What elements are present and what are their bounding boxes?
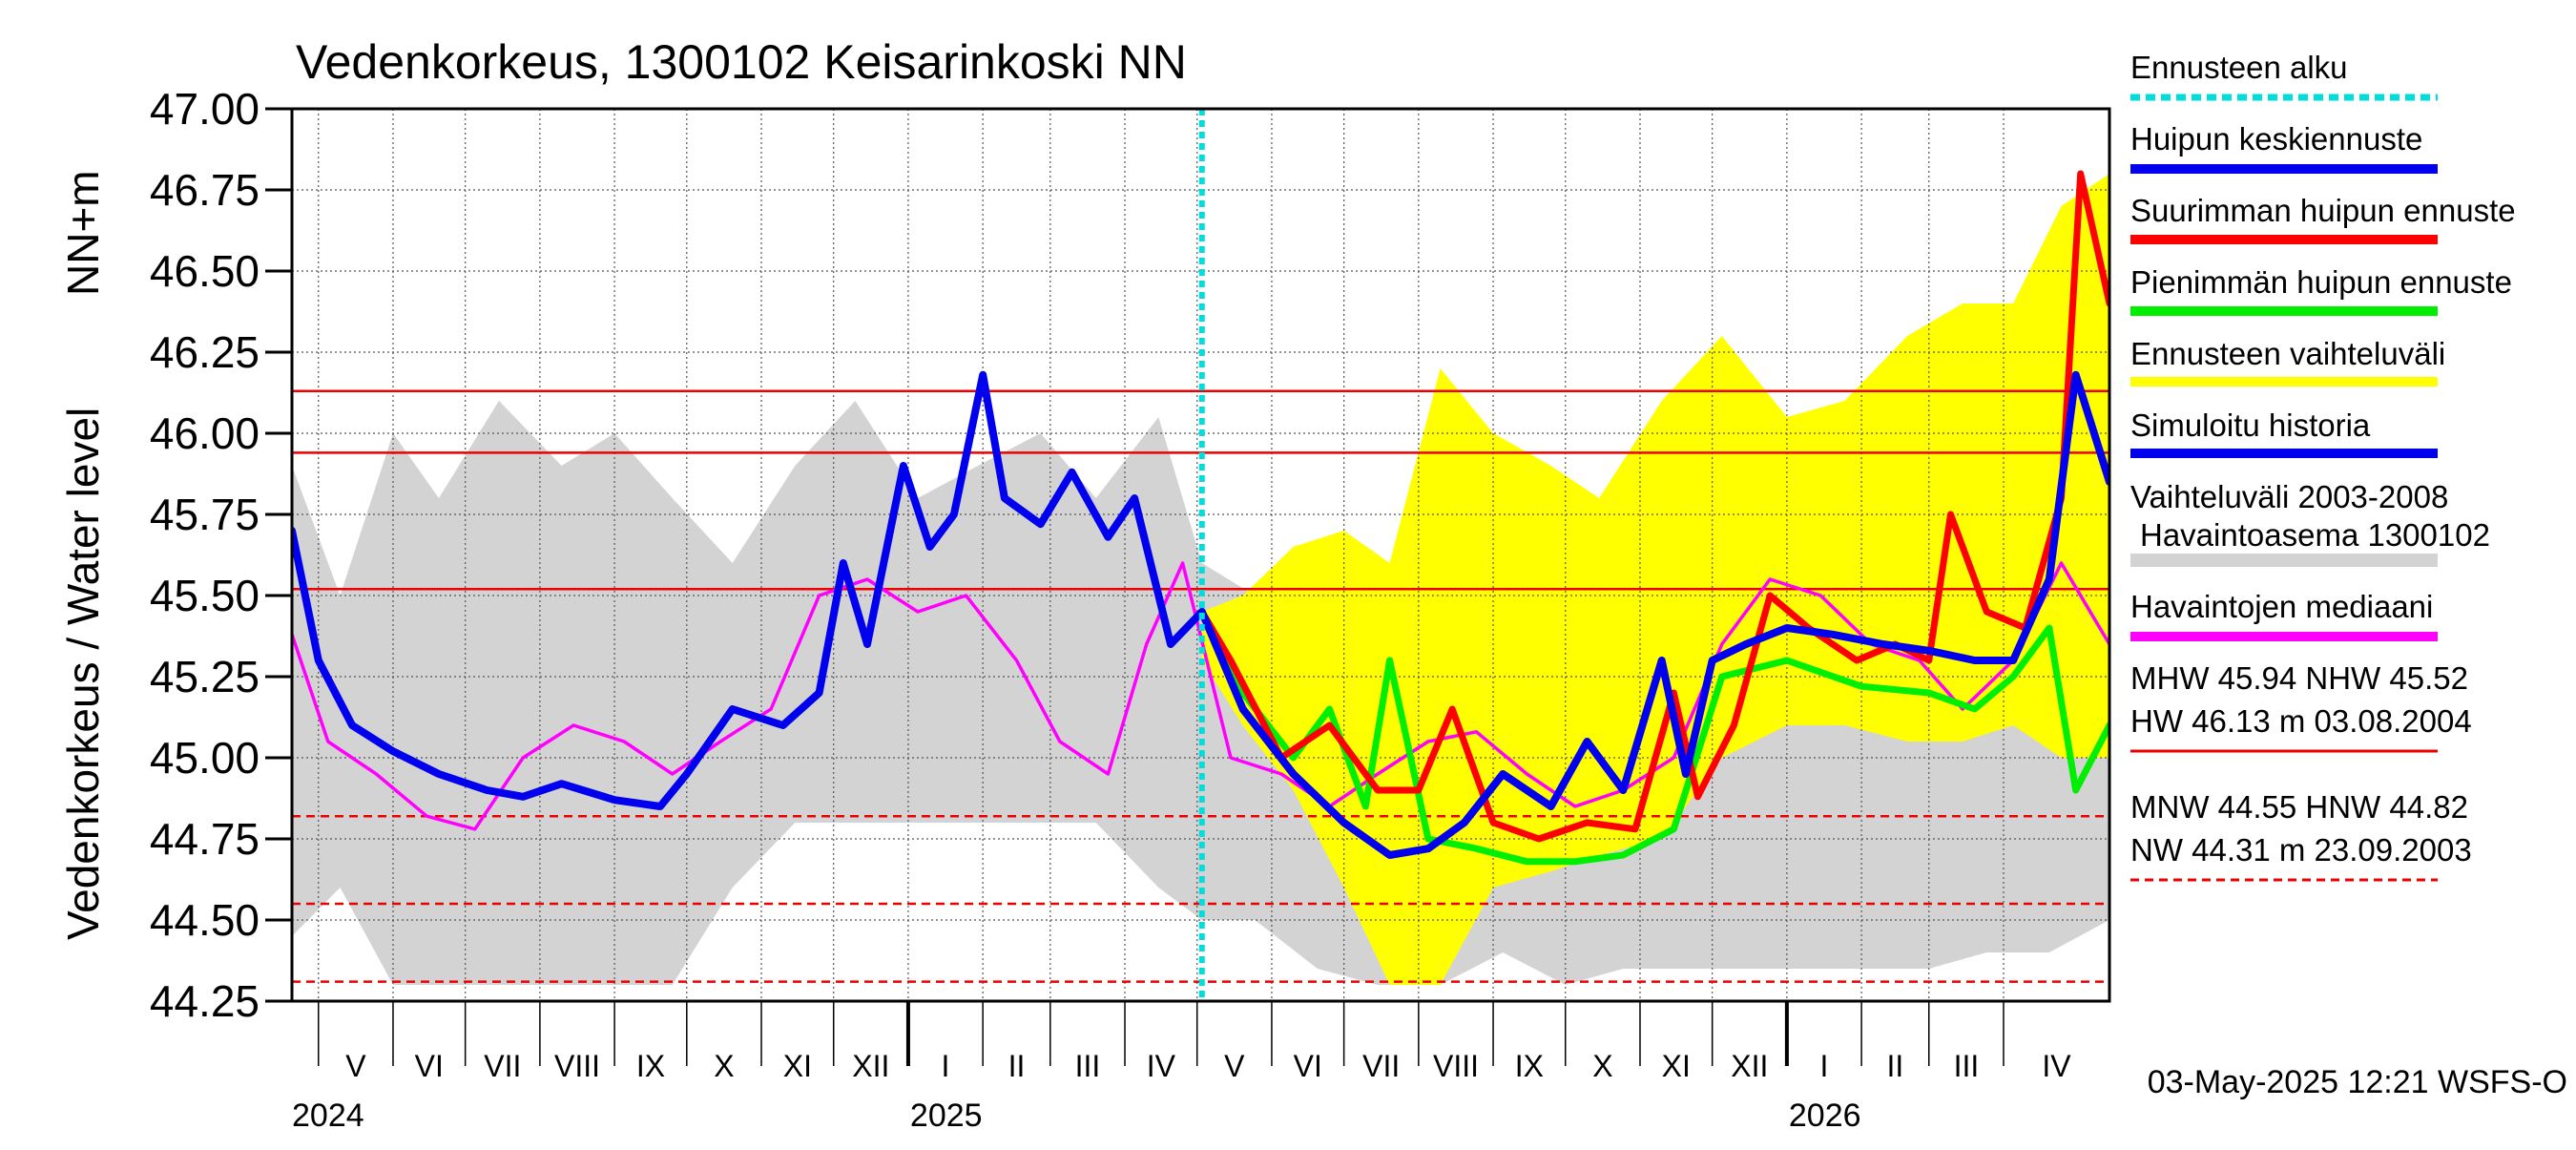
x-year-label-0: 2024 bbox=[292, 1098, 364, 1134]
y-tick-label-2: 46.50 bbox=[150, 246, 260, 296]
series-line-4 bbox=[1197, 370, 2109, 859]
stat-text-1: HW 46.13 m 03.08.2004 bbox=[2130, 703, 2472, 739]
x-month-label-4: IX bbox=[636, 1049, 665, 1083]
series-lines bbox=[292, 170, 2109, 866]
y-tick-label-5: 45.75 bbox=[150, 490, 260, 539]
x-month-label-13: VI bbox=[1294, 1049, 1322, 1083]
legend-label-2: Suurimman huipun ennuste bbox=[2130, 193, 2516, 228]
y-tick-label-0: 47.00 bbox=[150, 84, 260, 134]
x-year-label-1: 2025 bbox=[910, 1098, 983, 1134]
y-tick-label-9: 44.75 bbox=[150, 814, 260, 864]
legend-label-6: Vaihteluväli 2003-2008 bbox=[2130, 479, 2448, 514]
x-month-label-20: I bbox=[1820, 1049, 1829, 1083]
x-month-label-15: VIII bbox=[1433, 1049, 1479, 1083]
x-month-label-23: IV bbox=[2042, 1049, 2071, 1083]
x-month-label-22: III bbox=[1954, 1049, 1980, 1083]
y-tick-label-1: 46.75 bbox=[150, 165, 260, 215]
x-month-label-2: VII bbox=[484, 1049, 521, 1083]
x-year-label-2: 2026 bbox=[1789, 1098, 1861, 1134]
y-tick-label-8: 45.00 bbox=[150, 733, 260, 783]
legend-label-5: Simuloitu historia bbox=[2130, 408, 2371, 443]
y-axis-label: Vedenkorkeus / Water level bbox=[58, 408, 108, 940]
y-axis-ticks: 47.00 46.75 46.50 46.25 46.00 45.75 45.50 45.25… bbox=[150, 84, 292, 1026]
x-month-label-17: X bbox=[1592, 1049, 1612, 1083]
legend-label-4: Ennusteen vaihteluväli bbox=[2130, 336, 2445, 371]
grid-lines bbox=[292, 109, 2109, 1001]
x-month-label-8: I bbox=[942, 1049, 950, 1083]
band-1 bbox=[1201, 174, 2109, 985]
x-month-label-10: III bbox=[1075, 1049, 1101, 1083]
timestamp-footer: 03-May-2025 12:21 WSFS-O bbox=[2148, 1064, 2567, 1100]
legend-label-3: Pienimmän huipun ennuste bbox=[2130, 264, 2512, 300]
x-month-label-14: VII bbox=[1362, 1049, 1400, 1083]
y-axis-label-top: NN+m bbox=[58, 170, 108, 296]
x-month-label-3: VIII bbox=[554, 1049, 600, 1083]
y-tick-label-4: 46.00 bbox=[150, 408, 260, 458]
x-month-label-11: IV bbox=[1147, 1049, 1176, 1083]
stat-text-3: NW 44.31 m 23.09.2003 bbox=[2130, 832, 2472, 868]
legend: Ennusteen alku Huipun keskiennuste Suurimm… bbox=[2130, 50, 2516, 641]
series-line-0 bbox=[292, 561, 2109, 831]
x-month-label-0: V bbox=[345, 1049, 366, 1083]
legend-label-7: Havaintojen mediaani bbox=[2130, 589, 2433, 624]
legend-label-0: Ennusteen alku bbox=[2130, 50, 2348, 85]
x-month-label-6: XI bbox=[783, 1049, 812, 1083]
x-month-label-7: XII bbox=[852, 1049, 889, 1083]
x-month-label-5: X bbox=[714, 1049, 734, 1083]
x-month-label-16: IX bbox=[1515, 1049, 1544, 1083]
legend-label-extra-6: Havaintoasema 1300102 bbox=[2140, 517, 2490, 553]
x-month-label-9: II bbox=[1008, 1049, 1026, 1083]
series-line-3 bbox=[1198, 170, 2109, 843]
x-month-label-21: II bbox=[1887, 1049, 1904, 1083]
y-tick-label-3: 46.25 bbox=[150, 327, 260, 377]
stat-text-0: MHW 45.94 NHW 45.52 bbox=[2130, 660, 2468, 696]
x-axis: V VI VII VIII IX X XI XII I II III IV V VI VII VIII IX X X… bbox=[292, 1001, 2071, 1134]
y-tick-label-10: 44.50 bbox=[150, 895, 260, 945]
legend-label-1: Huipun keskiennuste bbox=[2130, 121, 2422, 157]
x-month-label-1: VI bbox=[415, 1049, 444, 1083]
series-line-1 bbox=[292, 370, 1206, 810]
plot-frame bbox=[290, 107, 2111, 1003]
statistics-panel: MHW 45.94 NHW 45.52 HW 46.13 m 03.08.2004… bbox=[2130, 660, 2472, 882]
y-tick-label-7: 45.25 bbox=[150, 652, 260, 701]
y-tick-label-11: 44.25 bbox=[150, 976, 260, 1026]
stat-text-2: MNW 44.55 HNW 44.82 bbox=[2130, 789, 2468, 825]
chart-title: Vedenkorkeus, 1300102 Keisarinkoski NN bbox=[296, 35, 1187, 89]
x-month-label-18: XI bbox=[1662, 1049, 1691, 1083]
x-month-label-12: V bbox=[1224, 1049, 1245, 1083]
y-tick-label-6: 45.50 bbox=[150, 571, 260, 620]
x-month-label-19: XII bbox=[1731, 1049, 1768, 1083]
